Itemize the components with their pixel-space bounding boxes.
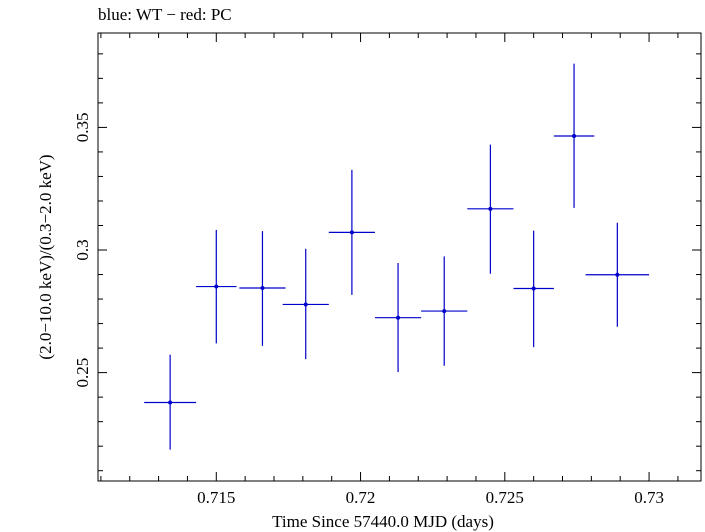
data-point xyxy=(282,248,329,360)
data-point xyxy=(467,144,514,274)
point-marker xyxy=(442,309,447,314)
plot-frame xyxy=(97,32,702,482)
data-point xyxy=(513,230,554,348)
point-marker xyxy=(488,206,493,211)
data-point xyxy=(585,222,650,327)
point-marker xyxy=(396,315,401,320)
x-tick-label: 0.73 xyxy=(634,488,664,507)
data-point xyxy=(196,229,237,344)
data-point xyxy=(239,231,286,346)
point-marker xyxy=(260,286,265,291)
y-tick-label: 0.35 xyxy=(73,113,92,143)
tick-labels: 0.715 0.72 0.725 0.73 0.25 0.3 0.35 xyxy=(73,113,664,507)
x-axis-label: Time Since 57440.0 MJD (days) xyxy=(272,512,494,531)
point-marker xyxy=(349,230,354,235)
point-marker xyxy=(303,302,308,307)
x-tick-label: 0.715 xyxy=(197,488,235,507)
point-marker xyxy=(615,272,620,277)
point-marker xyxy=(214,284,219,289)
chart-title: blue: WT − red: PC xyxy=(98,5,232,24)
point-marker xyxy=(572,133,577,138)
x-tick-label: 0.725 xyxy=(486,488,524,507)
axis-ticks xyxy=(98,33,701,481)
point-marker xyxy=(168,400,173,405)
data-point xyxy=(328,169,375,295)
y-axis-label: (2.0−10.0 keV)/(0.3−2.0 keV) xyxy=(36,154,55,359)
data-point xyxy=(374,263,422,373)
data-point xyxy=(421,256,468,366)
y-tick-label: 0.25 xyxy=(73,358,92,388)
data-series xyxy=(144,63,650,450)
y-tick-label: 0.3 xyxy=(73,239,92,260)
point-marker xyxy=(531,286,536,291)
x-tick-label: 0.72 xyxy=(346,488,376,507)
data-point xyxy=(553,63,595,208)
data-point xyxy=(144,354,197,450)
